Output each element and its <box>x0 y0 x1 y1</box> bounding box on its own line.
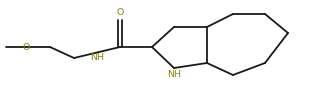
Text: NH: NH <box>90 53 104 63</box>
Text: O: O <box>116 8 124 17</box>
Text: O: O <box>22 42 30 51</box>
Text: NH: NH <box>167 70 181 79</box>
